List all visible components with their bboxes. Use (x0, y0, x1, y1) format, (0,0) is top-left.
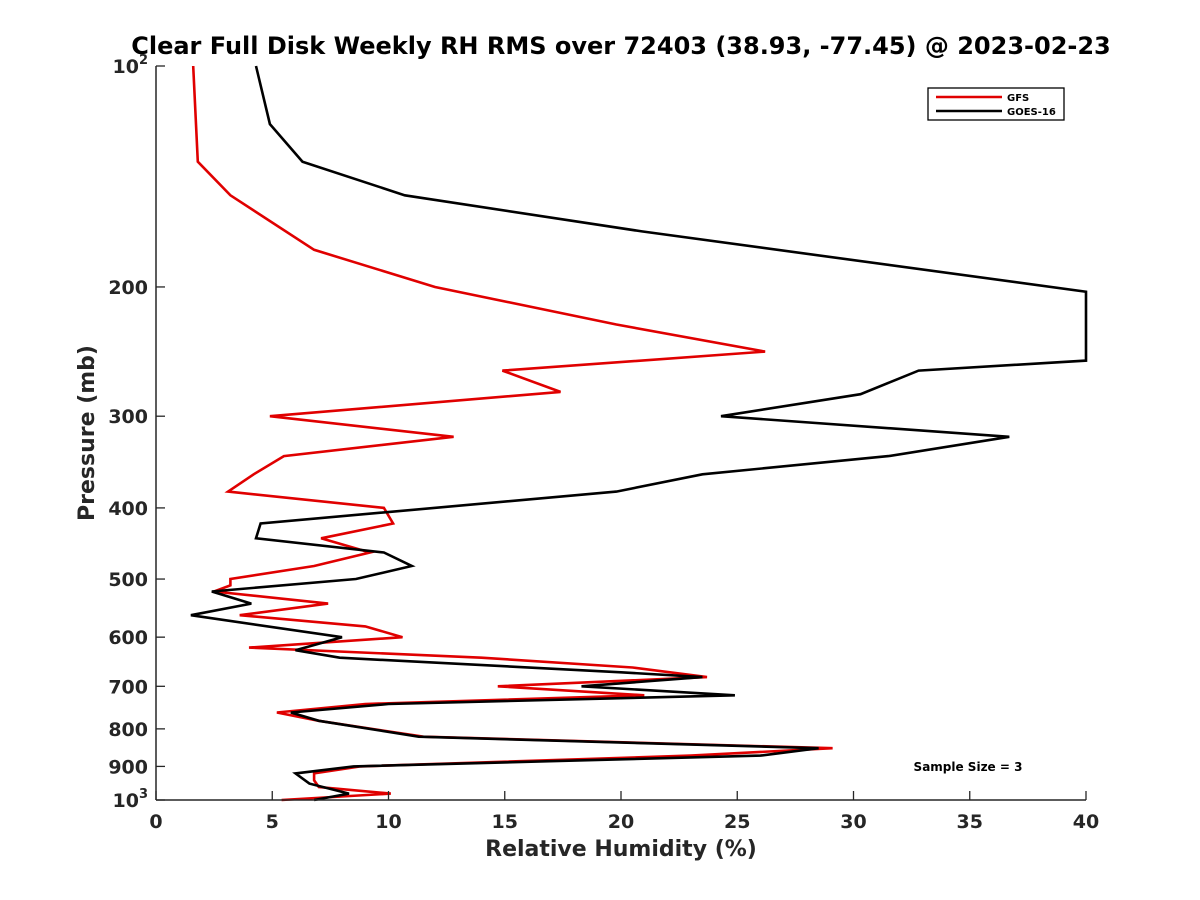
x-tick-label: 40 (1073, 811, 1099, 833)
series-layer (190, 65, 1088, 802)
legend-entries: GFS GOES-16 (936, 93, 1056, 118)
x-tick-label: 15 (492, 811, 518, 833)
y-tick-label: 103 (113, 787, 149, 812)
legend-box (927, 87, 1065, 121)
legend-label-gfs: GFS (1007, 93, 1029, 104)
y-tick-label: 700 (108, 676, 148, 698)
y-tick-label: 800 (108, 719, 148, 741)
y-axis-label: Pressure (mb) (75, 345, 100, 521)
x-tick-label: 30 (840, 811, 866, 833)
axes-layer: 0 5 10 15 20 25 30 35 40 102 200 300 400 500 600 700 800… (108, 53, 1099, 833)
y-tick-label: 300 (108, 406, 148, 428)
y-tick-label: 400 (108, 498, 148, 520)
x-axis-label: Relative Humidity (%) (485, 837, 757, 862)
legend: GFS GOES-16 (927, 87, 1065, 121)
y-tick-label: 600 (108, 627, 148, 649)
x-tick-label: 5 (266, 811, 279, 833)
legend-label-goes-16: GOES-16 (1007, 107, 1056, 118)
x-tick-label: 35 (957, 811, 983, 833)
y-tick-label: 900 (108, 756, 148, 778)
x-tick-label: 10 (375, 811, 401, 833)
y-tick-label: 500 (108, 569, 148, 591)
series-line-goes-16 (190, 65, 1088, 802)
y-tick-label: 200 (108, 277, 148, 299)
sample-size-annotation: Sample Size = 3 (914, 760, 1023, 774)
x-tick-label: 20 (608, 811, 634, 833)
chart-title: Clear Full Disk Weekly RH RMS over 72403… (131, 32, 1111, 60)
x-tick-label: 0 (149, 811, 162, 833)
y-tick-label: 102 (113, 53, 149, 78)
x-tick-label: 25 (724, 811, 750, 833)
